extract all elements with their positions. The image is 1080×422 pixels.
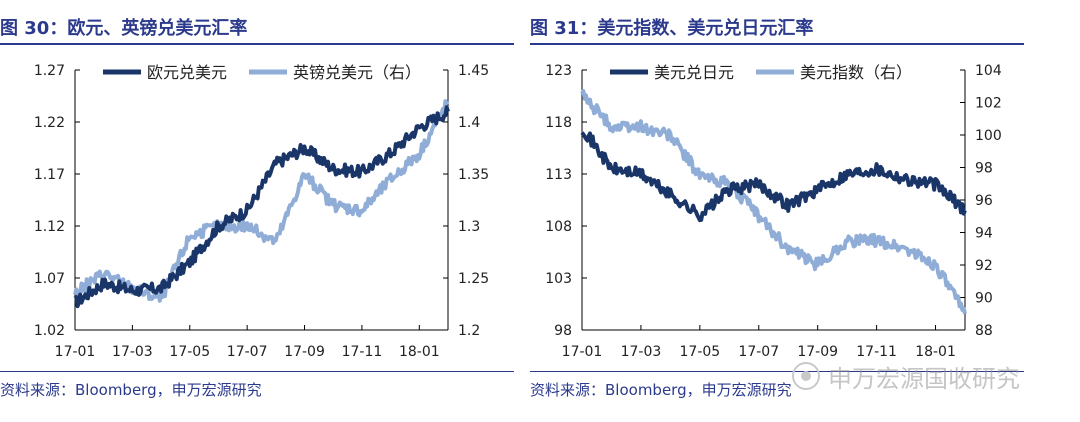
x-tick-label: 17-03 (621, 344, 662, 360)
watermark-text: 申万宏源国收研究 (828, 364, 1020, 393)
chart-title: 图 30：欧元、英镑兑美元汇率 (0, 18, 248, 39)
series-line (580, 88, 967, 315)
x-tick-label: 17-09 (284, 344, 325, 360)
axes: 1.27 1.22 1.17 1.12 1.07 1.02 1.45 1.4 1.35 1.3 1.… (34, 63, 489, 360)
series-line (73, 99, 450, 303)
x-tick-label: 18-01 (915, 344, 956, 360)
chart-panel-right: 图 31：美元指数、美元兑日元汇率 123 118 113 108 103 98 104 10… (530, 0, 1080, 422)
y-tick-label-right: 92 (975, 258, 993, 274)
legend-label: 美元兑日元 (654, 63, 734, 82)
source-note: 资料来源：Bloomberg，申万宏源研究 (0, 381, 262, 399)
legend-item: 英镑兑美元（右） (249, 63, 421, 82)
chart-canvas: 1.27 1.22 1.17 1.12 1.07 1.02 1.45 1.4 1.35 1.3 1.… (34, 63, 489, 360)
legend-item: 美元指数（右） (756, 63, 912, 82)
x-tick-label: 17-05 (680, 344, 721, 360)
y-tick-label-right: 96 (975, 193, 993, 209)
legend: 美元兑日元 美元指数（右） (610, 63, 912, 82)
y-tick-label-left: 98 (554, 323, 572, 339)
x-tick-label: 17-03 (112, 344, 153, 360)
title-divider (530, 43, 1024, 45)
x-tick-label: 17-07 (738, 344, 779, 360)
axes: 123 118 113 108 103 98 104 102 100 98 96 94 92 90 88 17… (545, 63, 1002, 360)
y-tick-label-right: 1.2 (458, 323, 480, 339)
y-tick-label-right: 94 (975, 226, 993, 242)
legend-item: 美元兑日元 (610, 63, 734, 82)
watermark-logo-icon (792, 362, 820, 390)
legend-label: 欧元兑美元 (147, 63, 227, 82)
x-tick-label: 17-07 (227, 344, 268, 360)
y-tick-label-left: 1.17 (34, 167, 65, 183)
series-line (73, 105, 450, 309)
source-note: 资料来源：Bloomberg，申万宏源研究 (530, 381, 792, 399)
y-tick-label-left: 103 (545, 271, 572, 287)
title-divider (0, 43, 514, 45)
y-tick-label-right: 1.45 (458, 63, 489, 79)
series-line (580, 131, 967, 223)
x-tick-label: 17-01 (562, 344, 603, 360)
y-tick-label-left: 1.07 (34, 271, 65, 287)
legend-label: 美元指数（右） (800, 63, 912, 82)
x-tick-label: 17-11 (856, 344, 897, 360)
y-tick-label-right: 1.3 (458, 219, 480, 235)
y-tick-label-left: 108 (545, 219, 572, 235)
y-tick-label-right: 1.4 (458, 115, 480, 131)
y-tick-label-right: 88 (975, 323, 993, 339)
y-tick-label-left: 1.22 (34, 115, 65, 131)
y-tick-label-left: 1.27 (34, 63, 65, 79)
legend-label: 英镑兑美元（右） (293, 63, 421, 82)
y-tick-label-left: 118 (545, 115, 572, 131)
legend: 欧元兑美元 英镑兑美元（右） (103, 63, 421, 82)
x-tick-label: 17-11 (342, 344, 383, 360)
chart-canvas: 123 118 113 108 103 98 104 102 100 98 96 94 92 90 88 17… (545, 63, 1002, 360)
y-tick-label-left: 113 (545, 167, 572, 183)
x-tick-label: 17-05 (169, 344, 210, 360)
x-tick-label: 17-09 (797, 344, 838, 360)
source-divider (530, 371, 1024, 372)
y-tick-label-right: 102 (975, 96, 1002, 112)
source-divider (0, 371, 514, 372)
legend-item: 欧元兑美元 (103, 63, 227, 82)
y-tick-label-right: 1.25 (458, 271, 489, 287)
chart-title: 图 31：美元指数、美元兑日元汇率 (530, 18, 814, 39)
y-tick-label-right: 90 (975, 291, 993, 307)
y-tick-label-right: 100 (975, 128, 1002, 144)
y-tick-label-right: 104 (975, 63, 1002, 79)
y-tick-label-right: 1.35 (458, 167, 489, 183)
y-tick-label-left: 1.12 (34, 219, 65, 235)
watermark: 申万宏源国收研究 (792, 359, 1072, 393)
y-tick-label-left: 123 (545, 63, 572, 79)
y-tick-label-right: 98 (975, 161, 993, 177)
x-tick-label: 18-01 (399, 344, 440, 360)
chart-panel-left: 图 30：欧元、英镑兑美元汇率 1.27 1.22 1.17 1.12 1.07 1.02… (0, 18, 514, 399)
x-tick-label: 17-01 (55, 344, 96, 360)
y-tick-label-left: 1.02 (34, 323, 65, 339)
